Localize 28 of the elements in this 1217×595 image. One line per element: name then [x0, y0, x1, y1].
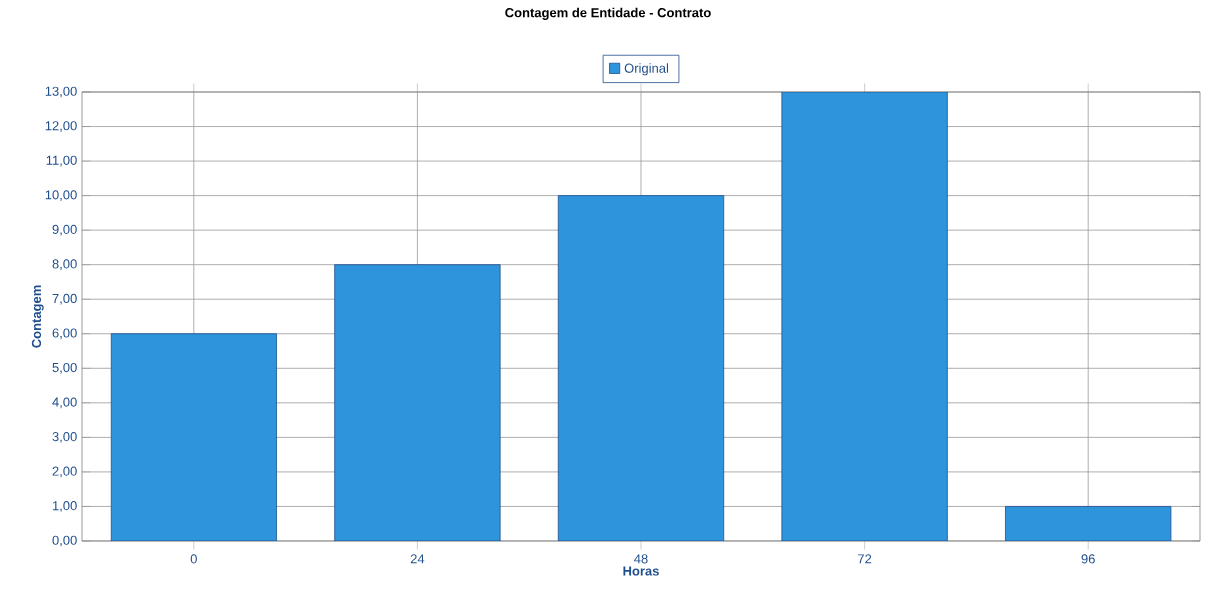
y-tick-label: 3,00 [52, 432, 77, 443]
y-tick-label: 11,00 [46, 155, 77, 167]
y-tick-label: 7,00 [52, 293, 77, 305]
y-tick-label: 8,00 [52, 259, 77, 271]
bar [1005, 506, 1172, 541]
y-tick-label: 6,00 [52, 328, 77, 340]
x-tick-label: 72 [858, 554, 872, 564]
x-tick-label: 0 [190, 554, 197, 564]
x-tick-label: 48 [634, 554, 648, 564]
x-tick-label: 24 [410, 554, 425, 564]
y-tick-label: 13,00 [45, 86, 77, 98]
bar [334, 264, 501, 541]
bar [110, 333, 277, 541]
y-tick-label: 12,00 [45, 121, 77, 132]
chart-title: Contagem de Entidade - Contrato [505, 7, 711, 20]
y-tick-label: 10,00 [45, 190, 77, 201]
bar [557, 195, 725, 541]
y-tick-label: 0,00 [52, 535, 77, 547]
y-tick-label: 4,00 [52, 397, 77, 409]
x-axis-title: Horas [623, 566, 659, 576]
y-axis-title: Contagem [31, 285, 44, 348]
legend-label: Original [624, 63, 669, 76]
y-tick-label: 9,00 [52, 224, 77, 236]
y-tick-label: 2,00 [52, 466, 77, 478]
x-tick-label: 96 [1081, 554, 1095, 564]
bar [781, 92, 948, 541]
y-tick-label: 5,00 [52, 362, 77, 374]
y-tick-label: 1,00 [52, 501, 77, 512]
